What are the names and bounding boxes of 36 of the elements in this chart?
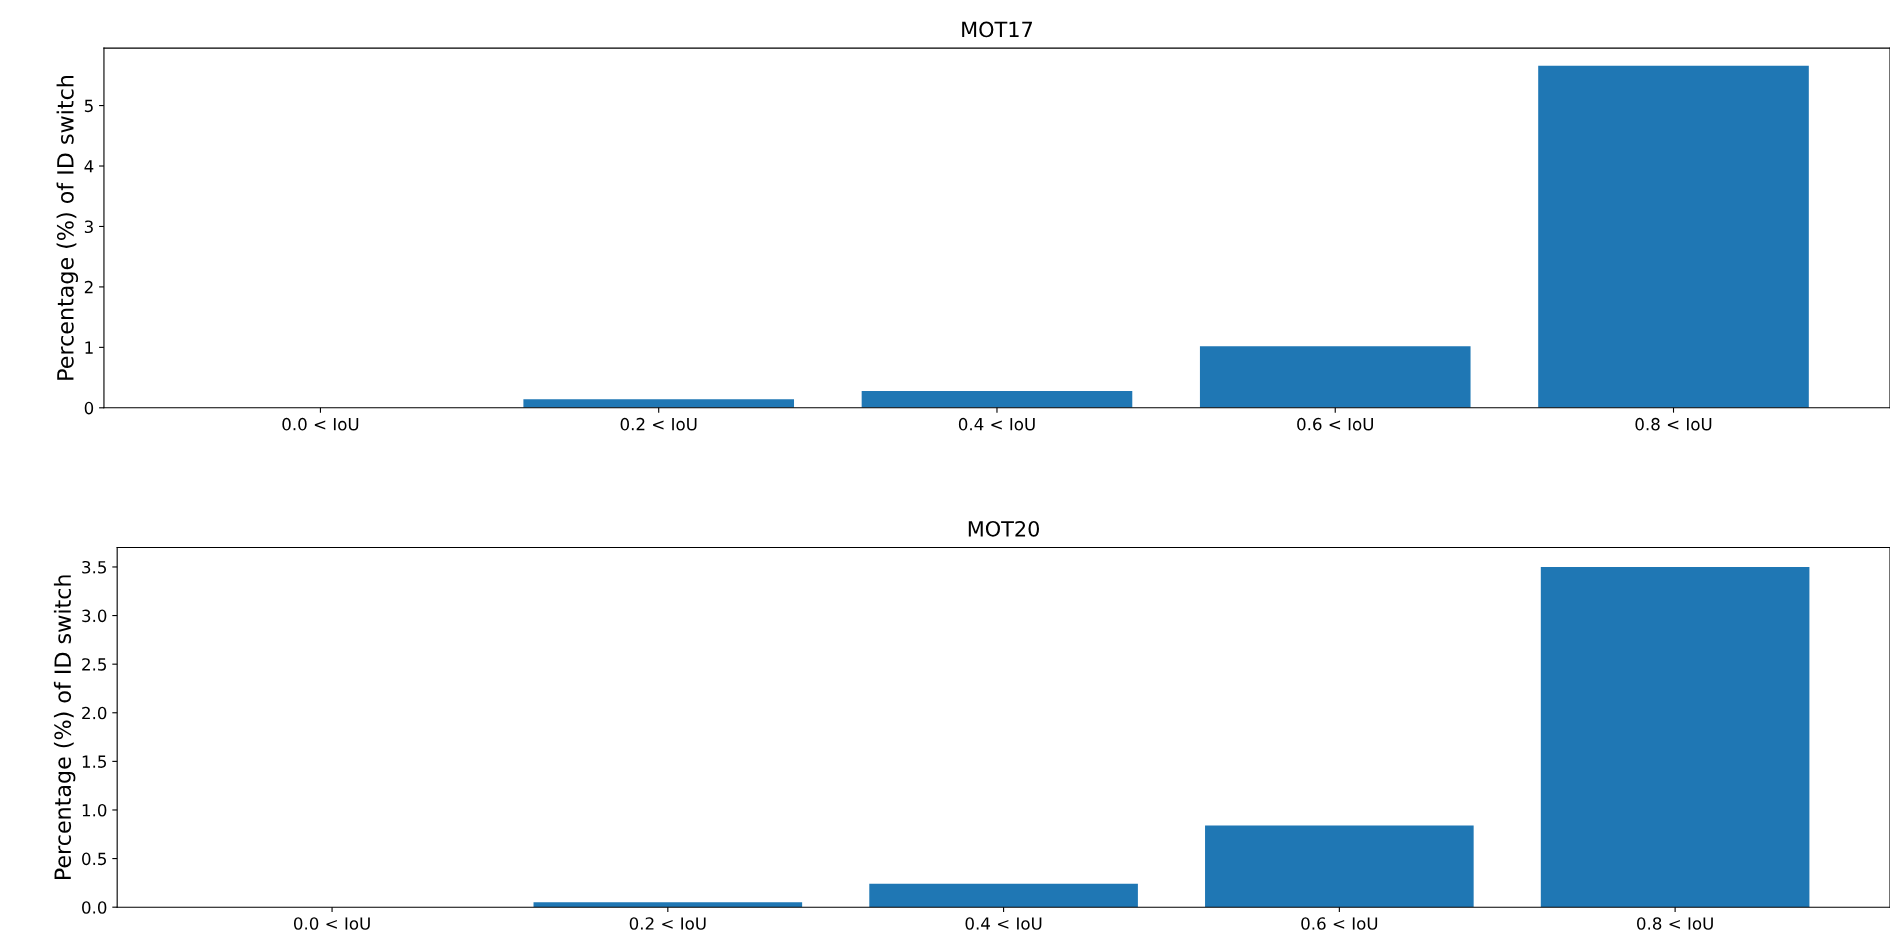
y-tick-label: 0.5 <box>82 852 106 866</box>
y-tick-label: 0 <box>84 401 94 415</box>
bar <box>1205 825 1474 908</box>
y-tick-label: 1.0 <box>82 803 107 817</box>
x-tick-label: 0.6 < IoU <box>1297 417 1373 431</box>
x-tick-label: 0.2 < IoU <box>629 917 706 930</box>
y-tick-label: 2.5 <box>82 658 106 671</box>
chart-title: MOT17 <box>962 21 1032 38</box>
bar <box>1538 65 1809 408</box>
x-tick-label: 0.2 < IoU <box>620 417 697 431</box>
y-tick-label: 3.0 <box>82 609 107 623</box>
y-tick-label: 1.5 <box>82 755 106 768</box>
y-tick-label: 2.0 <box>82 706 107 720</box>
x-tick-label: 0.4 < IoU <box>965 917 1042 930</box>
y-tick-label: 2 <box>84 280 93 294</box>
x-tick-label: 0.4 < IoU <box>958 417 1035 431</box>
x-tick-label: 0.6 < IoU <box>1301 917 1378 930</box>
y-axis-title: Percentage (%) of ID switch <box>53 575 76 880</box>
y-axis-title: Percentage (%) of ID switch <box>56 76 79 380</box>
x-tick-label: 0.8 < IoU <box>1635 417 1712 431</box>
y-tick-label: 0.0 <box>82 901 107 914</box>
y-tick-label: 4 <box>84 160 94 173</box>
chart-title: MOT20 <box>968 520 1040 537</box>
x-tick-label: 0.8 < IoU <box>1637 917 1713 930</box>
y-tick-label: 5 <box>84 99 93 113</box>
x-tick-label: 0.0 < IoU <box>293 917 370 930</box>
x-tick-label: 0.0 < IoU <box>282 417 359 431</box>
bar <box>861 390 1133 408</box>
bar <box>1199 346 1471 408</box>
bar <box>523 399 795 408</box>
bar <box>1540 566 1810 908</box>
bar <box>869 883 1138 908</box>
y-tick-label: 1 <box>85 341 93 354</box>
y-tick-label: 3 <box>84 220 93 234</box>
bar <box>533 902 803 908</box>
y-tick-label: 3.5 <box>82 560 106 574</box>
